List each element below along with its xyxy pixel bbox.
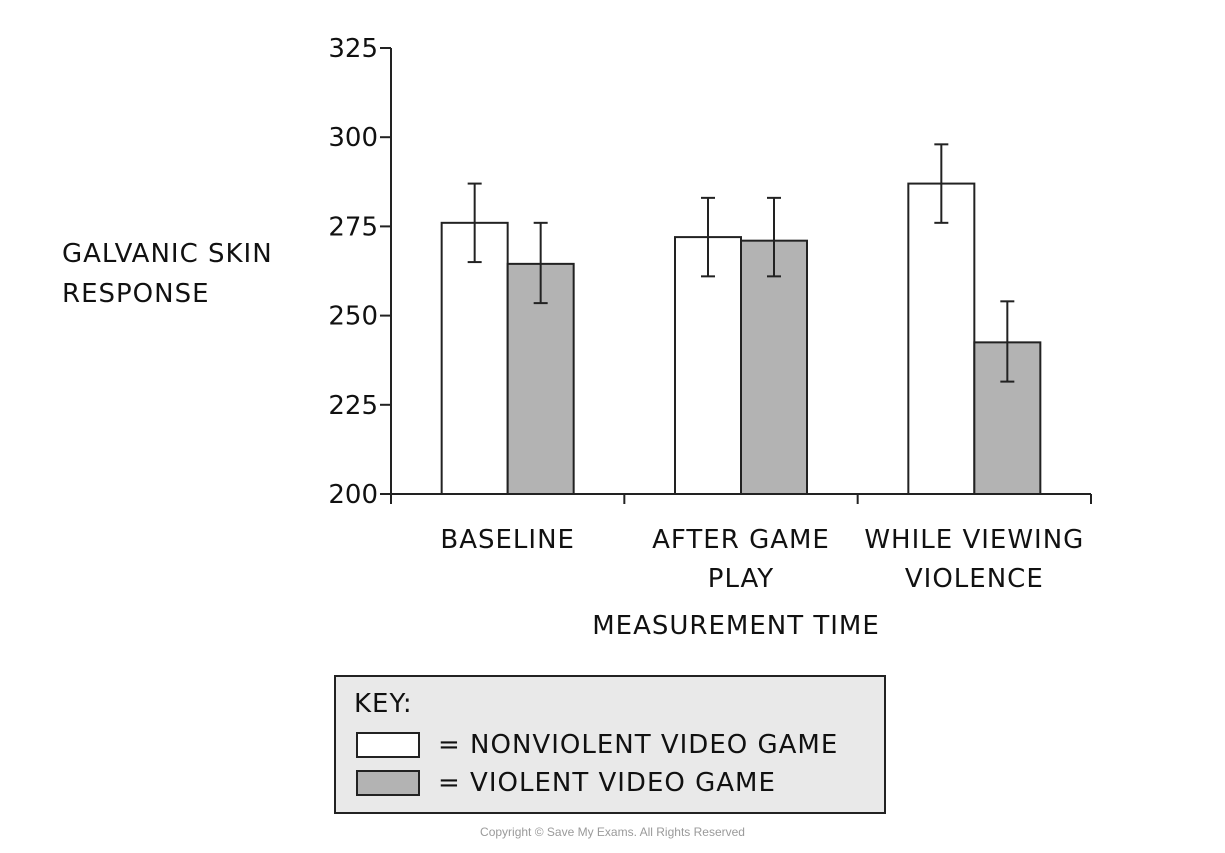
- legend-key: KEY: = NONVIOLENT VIDEO GAME = VIOLENT V…: [334, 675, 886, 814]
- y-axis-title-1: RESPONSE: [62, 279, 210, 309]
- y-tick-label-225: 225: [328, 391, 378, 421]
- x-category-label-0-0: BASELINE: [440, 525, 575, 555]
- x-category-label-2-1: VIOLENCE: [905, 564, 1044, 594]
- legend-swatch-nonviolent: [356, 732, 420, 758]
- x-category-label-1-0: AFTER GAME: [652, 525, 830, 555]
- bar-s0-c1: [674, 236, 742, 495]
- x-axis-title: MEASUREMENT TIME: [592, 611, 880, 641]
- legend-item-nonviolent: = NONVIOLENT VIDEO GAME: [356, 730, 838, 760]
- x-category-label-2-0: WHILE VIEWING: [864, 525, 1084, 555]
- legend-label-nonviolent: = NONVIOLENT VIDEO GAME: [438, 730, 839, 760]
- bar-chart: 200 225 250 275 300 325 BASELINE AFTER GAME PLAY…: [62, 34, 1092, 641]
- y-tick-label-200: 200: [328, 480, 378, 510]
- bar-s0-c0: [440, 221, 509, 495]
- legend-label-violent: = VIOLENT VIDEO GAME: [438, 768, 776, 798]
- x-category-label-1-1: PLAY: [708, 564, 774, 594]
- bar-s1-c1: [740, 239, 808, 495]
- legend-title: KEY:: [354, 689, 413, 719]
- legend-swatch-violent: [356, 770, 420, 796]
- bar-s0-c2: [907, 182, 976, 495]
- y-tick-label-325: 325: [328, 34, 378, 64]
- y-axis-title-0: GALVANIC SKIN: [62, 239, 273, 269]
- legend-item-violent: = VIOLENT VIDEO GAME: [356, 768, 776, 798]
- y-tick-label-300: 300: [328, 123, 378, 153]
- y-tick-label-250: 250: [328, 302, 378, 332]
- copyright-notice: Copyright © Save My Exams. All Rights Re…: [480, 825, 745, 839]
- y-tick-label-275: 275: [328, 212, 378, 242]
